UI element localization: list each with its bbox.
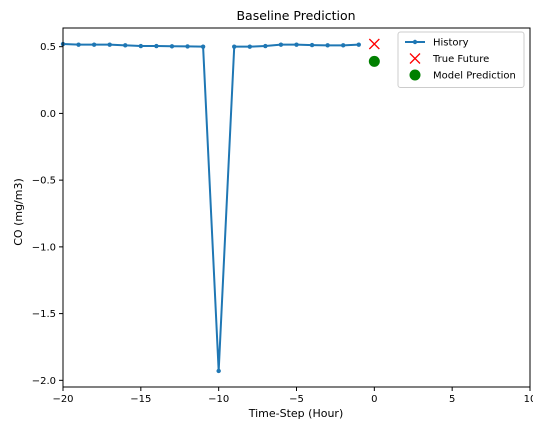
model-prediction-marker [368, 55, 380, 67]
history-point [341, 43, 346, 48]
history-point [232, 44, 237, 49]
x-tick-label: 0 [371, 394, 377, 405]
legend-swatch-history-dot [412, 39, 418, 45]
y-tick-label: 0.5 [40, 42, 56, 53]
history-point [278, 42, 284, 47]
history-point [107, 42, 112, 47]
history-point [123, 43, 128, 48]
history-point [200, 44, 206, 49]
legend-label: True Future [432, 54, 489, 65]
y-tick-label: 0.0 [40, 109, 56, 120]
x-tick-label: 5 [449, 394, 455, 405]
legend-label: History [433, 38, 469, 49]
x-tick-label: −5 [289, 394, 304, 405]
y-tick-label: −2.0 [32, 376, 56, 387]
history-point [76, 42, 81, 47]
history-point [91, 42, 97, 47]
history-point [247, 44, 252, 49]
y-tick-label: −1.0 [32, 242, 56, 253]
history-point [154, 43, 159, 49]
history-point [169, 44, 175, 49]
history-point [294, 42, 299, 47]
history-point [325, 43, 330, 48]
axis-ticks: −20 −15 −10 −5 0 5 10 0.5 0.0 −0.5 −1.0 −1.5 −2.0 [32, 42, 533, 405]
x-tick-label: −20 [52, 394, 73, 405]
x-tick-label: 10 [524, 394, 533, 405]
x-tick-label: −10 [208, 394, 229, 405]
legend-swatch-true-future [409, 53, 421, 64]
chart-title: Baseline Prediction [236, 8, 355, 23]
history-point [216, 368, 221, 374]
y-tick-label: −1.5 [32, 309, 56, 320]
y-axis-title: CO (mg/m3) [12, 178, 25, 246]
x-axis-title: Time-Step (Hour) [248, 407, 344, 420]
history-line [62, 43, 359, 372]
history-point [356, 42, 361, 47]
plot-area [60, 38, 380, 374]
x-tick-label: −15 [130, 394, 151, 405]
y-tick-label: −0.5 [32, 176, 56, 187]
history-point [185, 44, 190, 49]
history-point [138, 43, 144, 49]
legend-swatch-model-prediction [409, 69, 421, 81]
history-point [309, 42, 315, 48]
history-point [263, 43, 268, 49]
legend-box [397, 31, 525, 88]
legend: History True Future Model Prediction [397, 31, 525, 88]
true-future-marker [368, 38, 380, 50]
legend-label: Model Prediction [433, 71, 516, 82]
